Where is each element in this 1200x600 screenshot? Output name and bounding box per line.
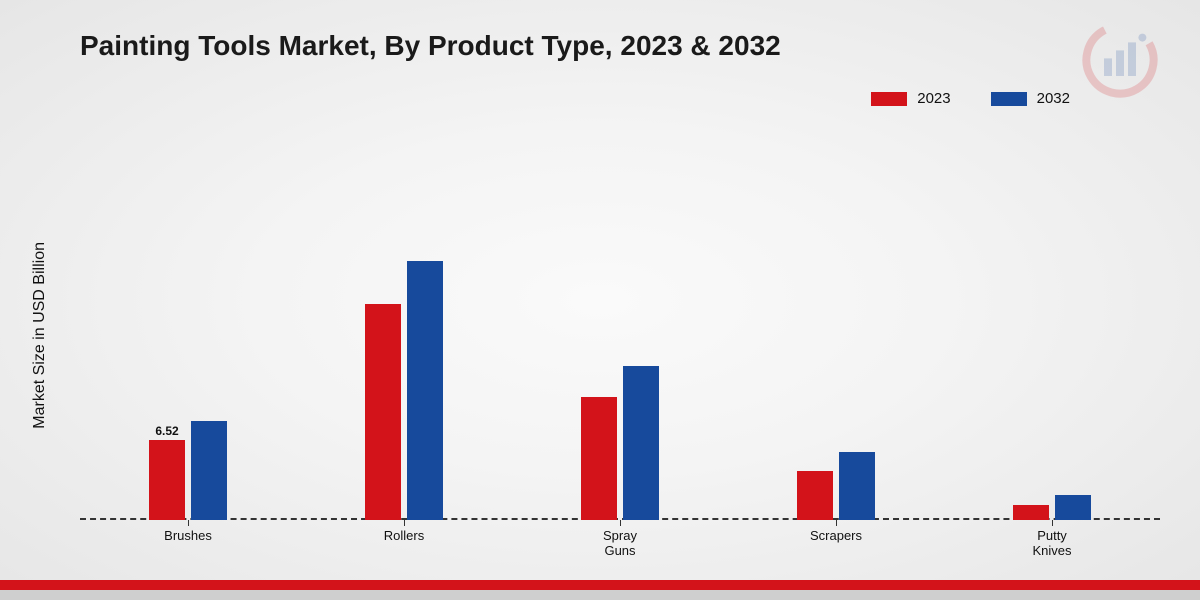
- bar-value-label: 6.52: [149, 424, 185, 438]
- legend-item-2032: 2032: [991, 90, 1070, 107]
- bar-group: Putty Knives: [1013, 495, 1091, 520]
- bar: [407, 261, 443, 520]
- bar-group: Spray Guns: [581, 366, 659, 520]
- legend: 2023 2032: [871, 90, 1070, 107]
- axis-tick: [188, 520, 189, 526]
- category-label: Scrapers: [810, 528, 862, 543]
- legend-swatch-2032: [991, 92, 1027, 106]
- bar-group: Rollers: [365, 261, 443, 520]
- bar: [623, 366, 659, 520]
- bar: [149, 440, 185, 520]
- bar: [1055, 495, 1091, 520]
- axis-tick: [620, 520, 621, 526]
- axis-tick: [1052, 520, 1053, 526]
- category-label: Brushes: [164, 528, 212, 543]
- category-label: Rollers: [384, 528, 424, 543]
- category-label: Spray Guns: [601, 528, 640, 558]
- plot-area: 6.52Brushes Rollers Spray Guns Scrapers Putt…: [80, 150, 1160, 520]
- y-axis: Market Size in USD Billion: [20, 150, 60, 520]
- legend-swatch-2023: [871, 92, 907, 106]
- footer-gray-bar: [0, 590, 1200, 600]
- chart-title: Painting Tools Market, By Product Type, …: [80, 30, 781, 62]
- bar: [581, 397, 617, 520]
- y-axis-label: Market Size in USD Billion: [31, 242, 49, 429]
- bar-group: 6.52Brushes: [149, 421, 227, 520]
- legend-label: 2023: [917, 90, 950, 107]
- bar: [191, 421, 227, 520]
- category-label: Putty Knives: [1032, 528, 1071, 558]
- legend-item-2023: 2023: [871, 90, 950, 107]
- brand-logo: [1080, 20, 1160, 100]
- bar: [365, 304, 401, 520]
- chart-stage: { "title": "Painting Tools Market, By Pr…: [0, 0, 1200, 600]
- legend-label: 2032: [1037, 90, 1070, 107]
- footer-accent-bar: [0, 580, 1200, 590]
- axis-tick: [836, 520, 837, 526]
- bar: [839, 452, 875, 520]
- bar: [1013, 505, 1049, 520]
- axis-tick: [404, 520, 405, 526]
- bar: [797, 471, 833, 520]
- bar-group: Scrapers: [797, 452, 875, 520]
